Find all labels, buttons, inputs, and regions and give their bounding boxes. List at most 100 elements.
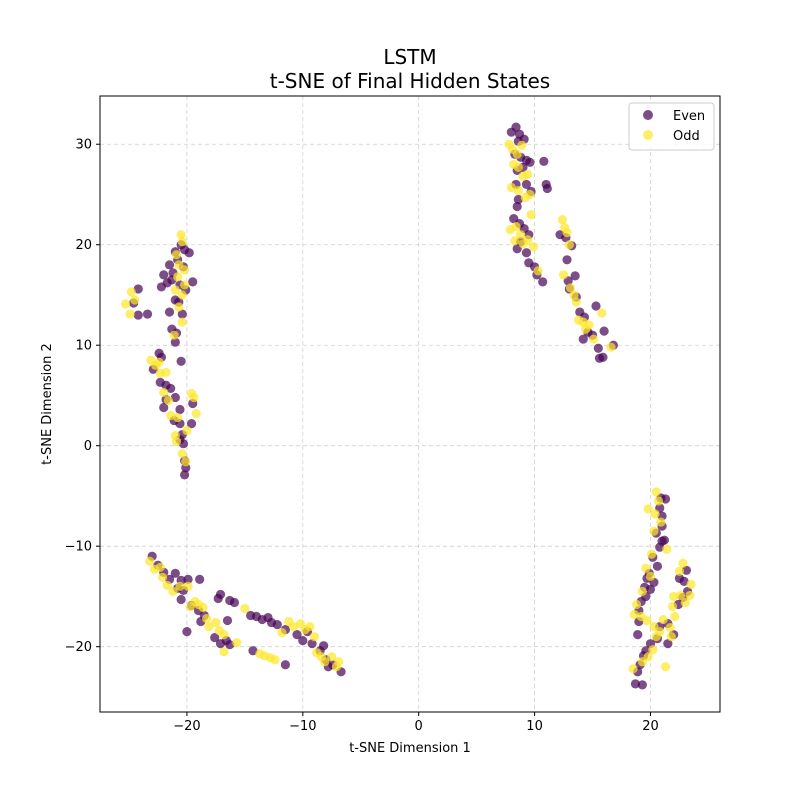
point-even — [188, 277, 198, 287]
point-odd — [166, 410, 176, 421]
point-odd — [202, 613, 212, 624]
point-even — [156, 282, 167, 292]
point-even — [591, 301, 601, 311]
point-even — [178, 439, 189, 449]
point-even — [170, 568, 180, 578]
point-odd — [145, 556, 155, 566]
point-odd — [120, 299, 131, 309]
point-odd — [629, 609, 639, 620]
point-odd — [565, 283, 576, 293]
point-odd — [185, 601, 195, 612]
point-odd — [656, 517, 666, 527]
legend-odd-label: Odd — [673, 129, 700, 144]
point-even — [175, 404, 185, 415]
point-odd — [665, 622, 675, 633]
point-odd — [589, 334, 599, 344]
point-odd — [597, 308, 607, 318]
point-odd — [513, 162, 523, 172]
y-tick-label: −20 — [65, 640, 92, 655]
point-odd — [562, 228, 572, 238]
point-even — [184, 248, 194, 258]
chart-title-line1: LSTM — [383, 45, 436, 69]
point-even — [562, 255, 572, 265]
point-odd — [645, 571, 656, 581]
point-odd — [126, 287, 136, 297]
y-tick-label: 30 — [75, 138, 92, 153]
point-odd — [647, 549, 657, 559]
point-even — [307, 639, 317, 649]
point-even — [222, 615, 233, 626]
point-odd — [125, 309, 135, 319]
point-odd — [564, 240, 574, 250]
point-odd — [648, 645, 658, 655]
legend: Even Odd — [628, 102, 715, 151]
point-odd — [666, 632, 676, 642]
point-odd — [175, 581, 185, 591]
series-even-points — [129, 122, 693, 690]
point-even — [183, 574, 193, 584]
point-odd — [320, 657, 330, 667]
point-odd — [670, 611, 680, 622]
point-even — [248, 646, 258, 656]
point-odd — [171, 250, 182, 260]
point-even — [133, 284, 143, 294]
point-odd — [305, 621, 315, 632]
point-odd — [179, 265, 190, 275]
axis-ticks: −20 −10 0 10 20 −20 −10 0 10 20 30 — [65, 138, 659, 734]
point-odd — [643, 504, 653, 514]
point-even — [159, 270, 169, 280]
point-odd — [130, 295, 140, 305]
point-odd — [198, 602, 208, 613]
point-odd — [580, 324, 591, 334]
point-odd — [211, 617, 221, 628]
point-odd — [173, 272, 183, 282]
y-axis-label: t-SNE Dimension 2 — [40, 343, 55, 465]
point-odd — [674, 566, 685, 576]
x-tick-label: 20 — [642, 719, 659, 734]
point-odd — [653, 496, 664, 506]
point-odd — [650, 509, 660, 519]
point-even — [637, 680, 647, 690]
point-odd — [189, 392, 199, 403]
point-odd — [176, 230, 186, 240]
point-even — [177, 309, 187, 319]
y-tick-label: 20 — [75, 238, 92, 253]
point-odd — [240, 603, 250, 614]
point-odd — [606, 342, 616, 352]
point-even — [170, 392, 180, 403]
point-odd — [204, 621, 214, 632]
point-odd — [558, 270, 569, 280]
point-odd — [658, 614, 668, 625]
point-odd — [510, 236, 520, 246]
point-odd — [506, 182, 517, 193]
point-even — [272, 619, 282, 630]
plot-area-frame — [99, 95, 721, 713]
point-even — [542, 183, 552, 194]
point-even — [292, 630, 302, 640]
y-tick-label: −10 — [65, 540, 92, 555]
point-even — [599, 326, 609, 336]
point-even — [298, 636, 308, 646]
point-odd — [157, 572, 168, 582]
point-even — [525, 157, 535, 167]
point-odd — [159, 387, 169, 398]
y-tick-label: 0 — [84, 439, 92, 454]
point-odd — [628, 664, 638, 674]
x-axis-label: t-SNE Dimension 1 — [349, 741, 471, 756]
point-even — [164, 260, 175, 270]
point-even — [142, 309, 153, 319]
point-even — [633, 630, 643, 640]
point-odd — [685, 590, 695, 601]
point-odd — [662, 544, 672, 554]
point-odd — [680, 597, 690, 608]
point-even — [225, 640, 235, 650]
point-odd — [162, 580, 172, 590]
point-odd — [174, 302, 184, 312]
point-odd — [334, 657, 344, 667]
point-even — [280, 660, 291, 670]
point-even — [593, 343, 603, 353]
point-odd — [525, 189, 535, 200]
point-odd — [309, 632, 319, 642]
point-odd — [516, 230, 526, 240]
